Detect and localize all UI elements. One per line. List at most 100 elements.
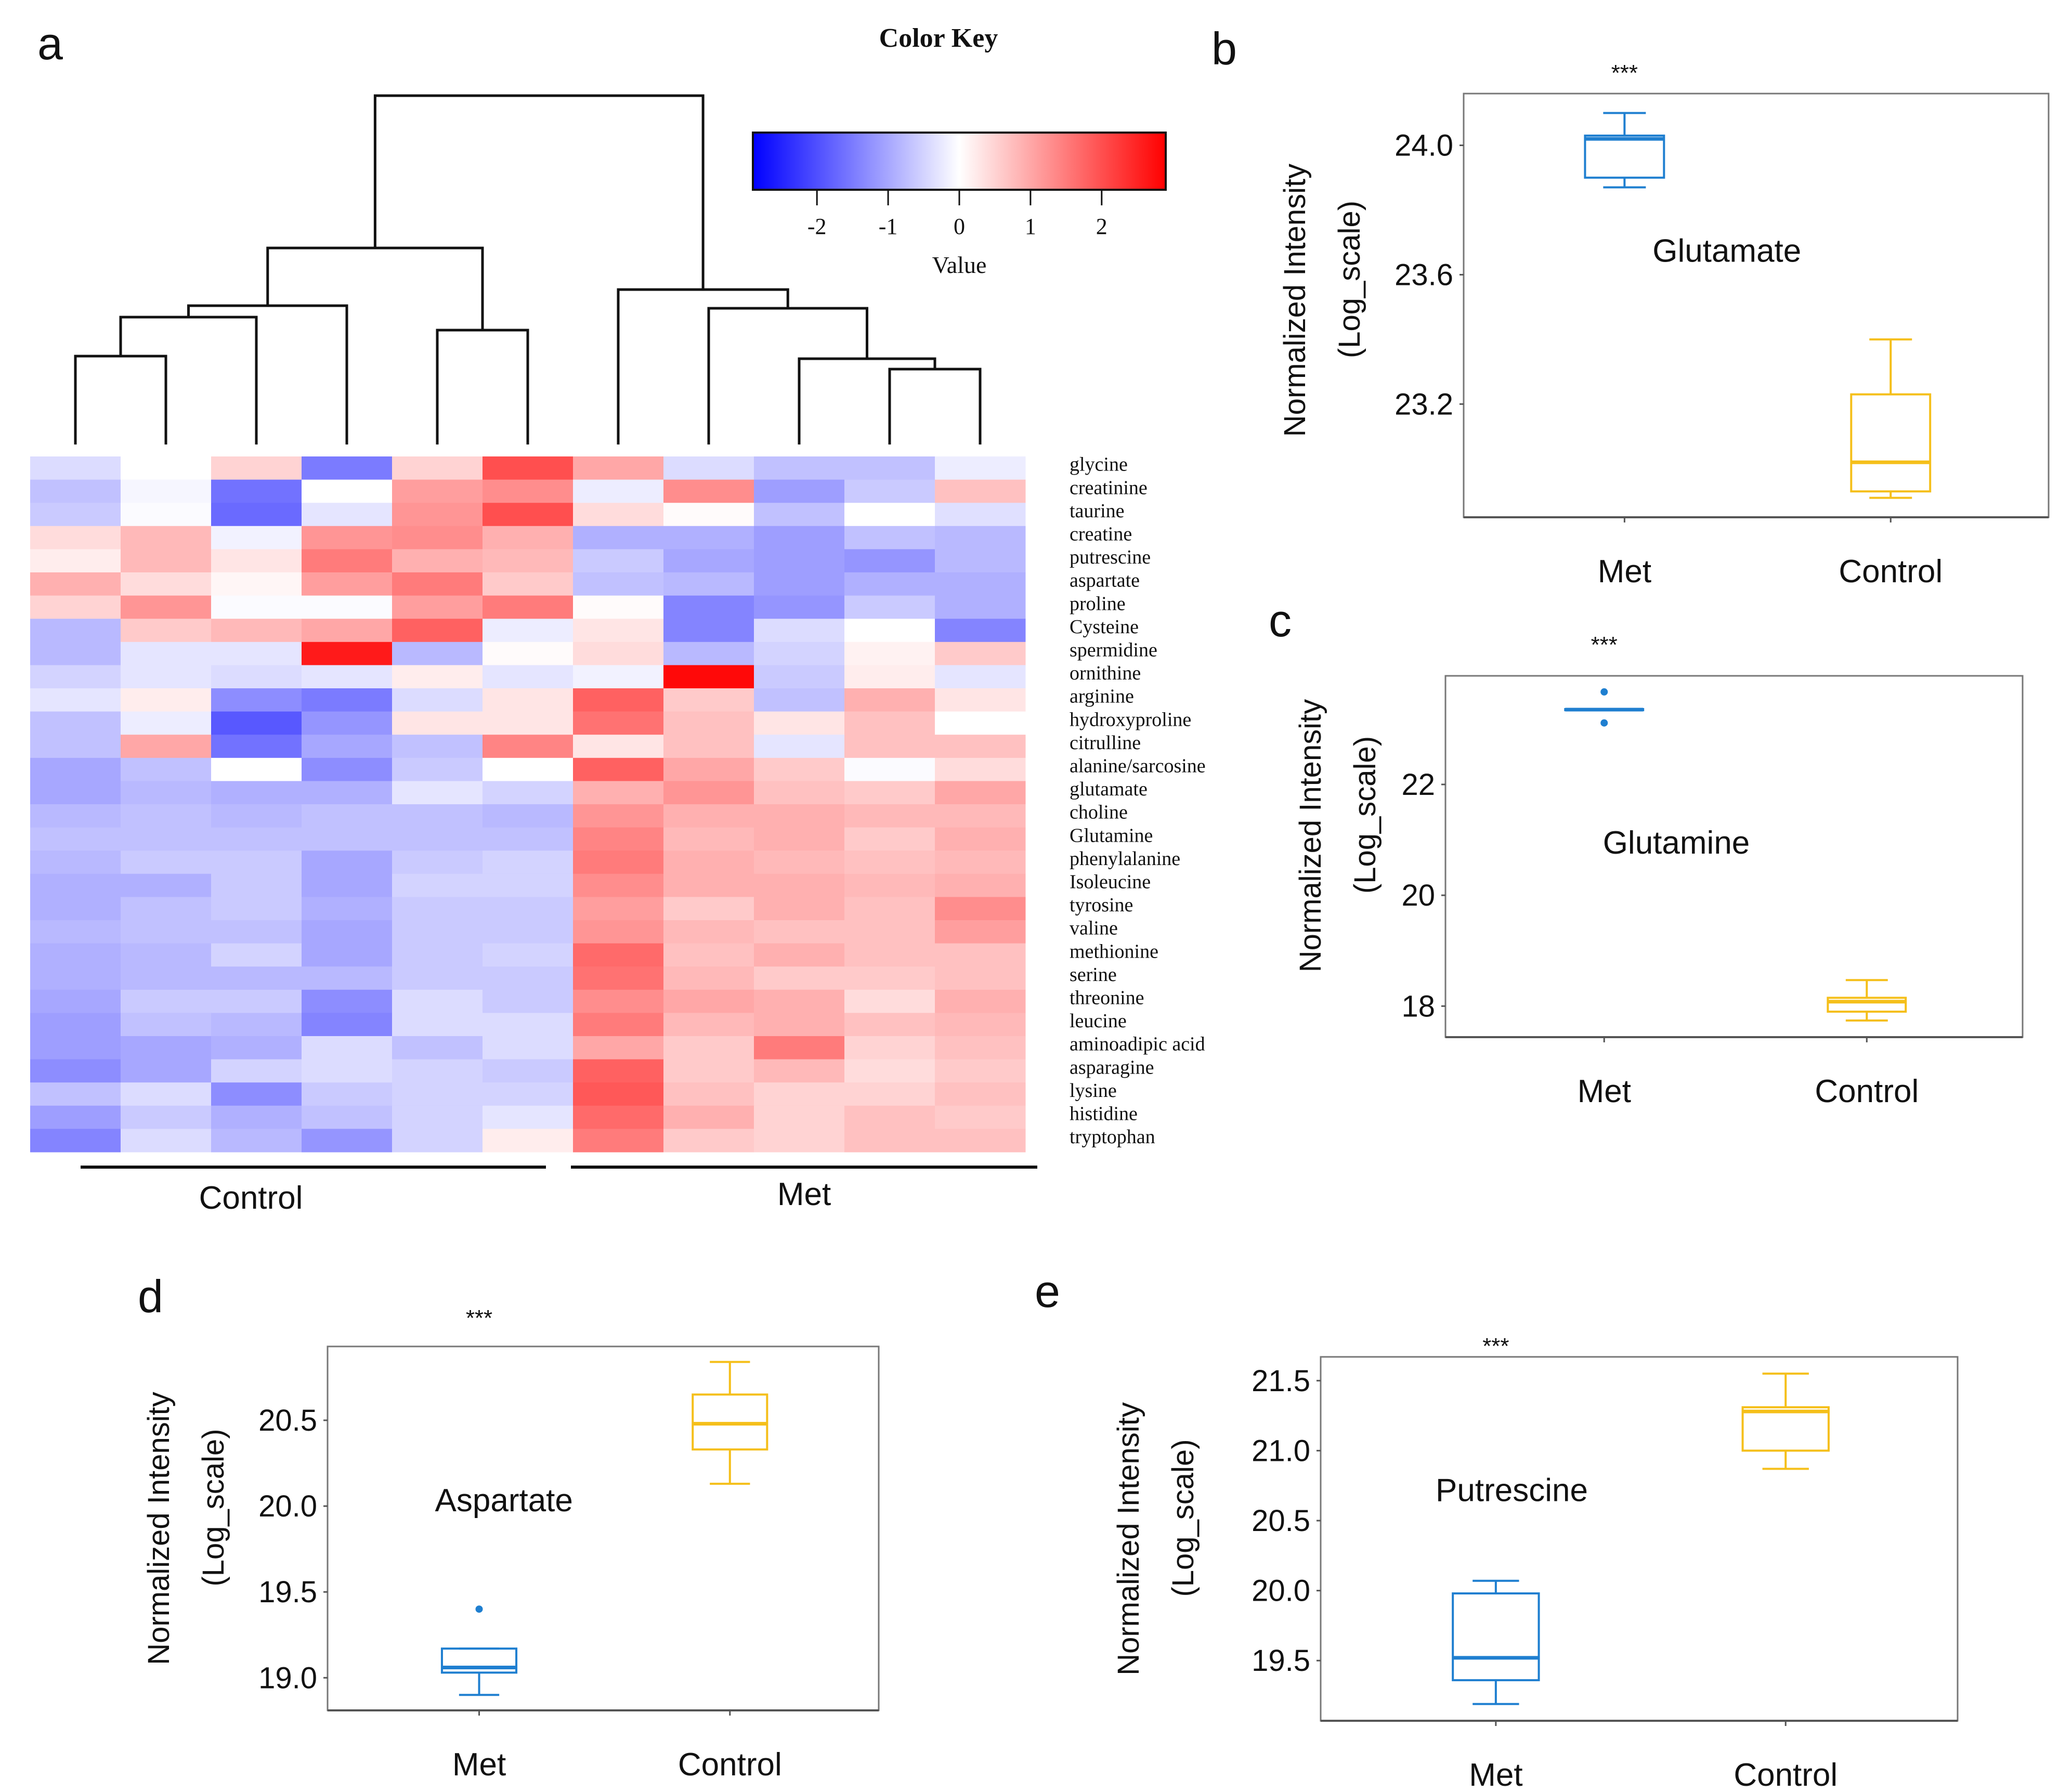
heatmap-cell bbox=[392, 966, 483, 990]
y-tick-label: 22 bbox=[1401, 768, 1435, 802]
heatmap-cell bbox=[483, 1082, 574, 1106]
heatmap-cell bbox=[663, 456, 754, 480]
heatmap-cell bbox=[844, 619, 935, 643]
heatmap-cell bbox=[573, 549, 664, 573]
heatmap-cell bbox=[573, 827, 664, 851]
heatmap-cell bbox=[392, 619, 483, 643]
heatmap-cell bbox=[935, 966, 1026, 990]
heatmap-cell bbox=[935, 1105, 1026, 1129]
heatmap-cell bbox=[573, 642, 664, 665]
heatmap-cell bbox=[30, 1013, 121, 1037]
heatmap-cell bbox=[302, 665, 393, 689]
box-met bbox=[440, 1605, 518, 1696]
heatmap-cell bbox=[935, 688, 1026, 712]
significance-marker: *** bbox=[466, 1305, 492, 1331]
color-key-tick-label: -2 bbox=[807, 214, 827, 239]
heatmap-cell bbox=[392, 642, 483, 665]
y-tick-label: 20.0 bbox=[258, 1489, 317, 1523]
heatmap-cell bbox=[30, 897, 121, 921]
heatmap-cell bbox=[302, 1105, 393, 1129]
heatmap-cell bbox=[392, 897, 483, 921]
heatmap-cell bbox=[392, 781, 483, 805]
y-tick-label: 21.0 bbox=[1252, 1434, 1310, 1468]
heatmap-cell bbox=[663, 735, 754, 758]
heatmap-cell bbox=[935, 827, 1026, 851]
row-label: Cysteine bbox=[1070, 616, 1139, 638]
heatmap-cell bbox=[844, 688, 935, 712]
heatmap-cell bbox=[302, 688, 393, 712]
heatmap-cell bbox=[302, 804, 393, 828]
heatmap-cell bbox=[844, 804, 935, 828]
box-met bbox=[1452, 1579, 1540, 1705]
metabolite-annotation: Putrescine bbox=[1436, 1472, 1588, 1508]
heatmap-cell bbox=[392, 920, 483, 944]
y-axis-label: Normalized Intensity bbox=[142, 1392, 176, 1665]
heatmap-cell bbox=[754, 804, 845, 828]
heatmap-cell bbox=[573, 479, 664, 503]
plot-frame bbox=[327, 1345, 880, 1711]
heatmap-cell bbox=[573, 1036, 664, 1060]
box-iqr bbox=[440, 1647, 518, 1674]
heatmap-cell bbox=[121, 1036, 212, 1060]
x-tick-label: Met bbox=[1578, 1074, 1631, 1109]
heatmap-cell bbox=[211, 665, 302, 689]
row-label: aspartate bbox=[1070, 570, 1140, 592]
heatmap-cell bbox=[754, 479, 845, 503]
heatmap-cell bbox=[302, 1129, 393, 1153]
heatmap-cell bbox=[121, 873, 212, 897]
row-label: valine bbox=[1070, 918, 1118, 939]
row-label: putrescine bbox=[1070, 546, 1151, 568]
heatmap-cell bbox=[30, 456, 121, 480]
heatmap-cell bbox=[935, 873, 1026, 897]
significance-marker: *** bbox=[1611, 60, 1638, 86]
heatmap-cell bbox=[844, 711, 935, 735]
heatmap-cell bbox=[935, 943, 1026, 967]
heatmap-cell bbox=[392, 1105, 483, 1129]
heatmap-cell bbox=[483, 920, 574, 944]
row-label: Isoleucine bbox=[1070, 871, 1151, 893]
heatmap-cell bbox=[935, 1082, 1026, 1106]
y-axis-label-units: (Log_scale) bbox=[1166, 1439, 1200, 1597]
heatmap-cell bbox=[754, 1013, 845, 1037]
heatmap-cell bbox=[844, 851, 935, 874]
heatmap-cell bbox=[302, 711, 393, 735]
heatmap-cell bbox=[663, 1059, 754, 1083]
heatmap-cell bbox=[121, 572, 212, 596]
panel-label-b: b bbox=[1211, 23, 1237, 74]
heatmap-cell bbox=[935, 456, 1026, 480]
heatmap-cell bbox=[844, 479, 935, 503]
color-key-tick-label: 2 bbox=[1096, 214, 1107, 239]
heatmap-cell bbox=[30, 503, 121, 527]
significance-marker: *** bbox=[1591, 632, 1618, 658]
heatmap-cell bbox=[392, 757, 483, 781]
heatmap-cell bbox=[573, 1059, 664, 1083]
heatmap-cell bbox=[121, 851, 212, 874]
color-key-bar bbox=[752, 132, 1167, 191]
heatmap-cell bbox=[121, 1082, 212, 1106]
heatmap-cell bbox=[121, 989, 212, 1013]
heatmap-cell bbox=[302, 526, 393, 550]
metabolite-annotation: Aspartate bbox=[435, 1483, 573, 1519]
heatmap-cell bbox=[754, 735, 845, 758]
heatmap-cell bbox=[302, 851, 393, 874]
heatmap-cell bbox=[30, 989, 121, 1013]
heatmap-cell bbox=[121, 804, 212, 828]
heatmap-cell bbox=[663, 943, 754, 967]
heatmap-cell bbox=[935, 526, 1026, 550]
heatmap-cell bbox=[844, 757, 935, 781]
heatmap-cell bbox=[211, 526, 302, 550]
heatmap-cell bbox=[483, 873, 574, 897]
heatmap-cell bbox=[935, 479, 1026, 503]
heatmap-cell bbox=[392, 851, 483, 874]
box-iqr bbox=[1850, 393, 1932, 493]
heatmap-cell bbox=[483, 1129, 574, 1153]
heatmap-cells bbox=[30, 456, 1026, 1153]
x-tick-label: Control bbox=[678, 1747, 782, 1783]
heatmap-cell bbox=[30, 1129, 121, 1153]
heatmap-cell bbox=[211, 1059, 302, 1083]
heatmap-cell bbox=[663, 804, 754, 828]
heatmap-cell bbox=[663, 479, 754, 503]
heatmap-cell bbox=[30, 873, 121, 897]
heatmap-cell bbox=[302, 897, 393, 921]
heatmap-cell bbox=[211, 642, 302, 665]
